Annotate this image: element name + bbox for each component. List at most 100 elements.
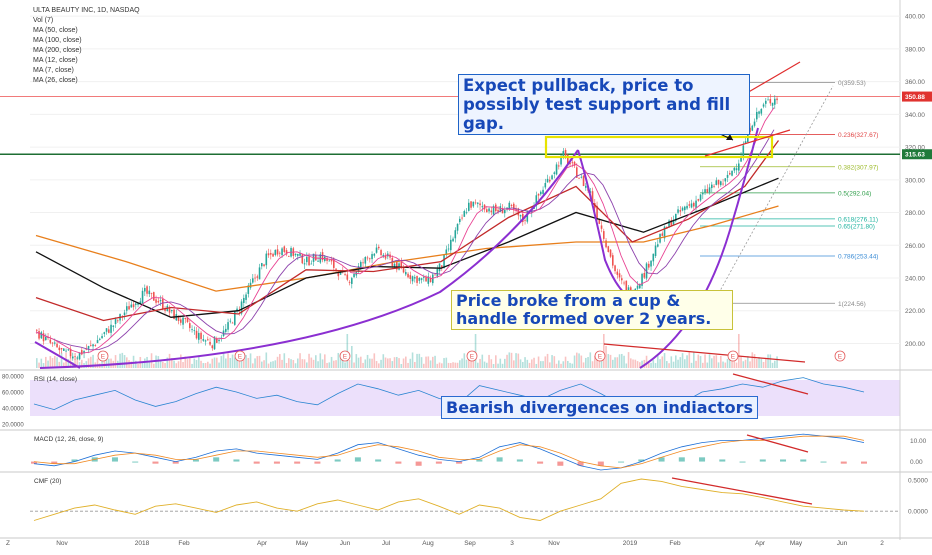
volume-bar bbox=[121, 352, 124, 368]
volume-bar bbox=[317, 361, 319, 368]
volume-bar bbox=[657, 353, 659, 368]
volume-bar bbox=[299, 353, 301, 368]
candle-body bbox=[717, 179, 720, 185]
volume-bar bbox=[119, 353, 121, 368]
macd-histogram-bar bbox=[618, 461, 625, 463]
candle-body bbox=[297, 254, 299, 256]
candle-body bbox=[162, 298, 164, 310]
volume-bar bbox=[515, 353, 517, 368]
legend-ma26[interactable]: MA (26, close) bbox=[33, 77, 78, 84]
candle-body bbox=[270, 253, 272, 255]
volume-bar bbox=[760, 358, 763, 368]
volume-bar bbox=[225, 358, 227, 368]
support-price-label: 315.63 bbox=[905, 152, 925, 159]
volume-bar bbox=[690, 362, 693, 368]
legend-ma50[interactable]: MA (50, close) bbox=[33, 27, 78, 34]
volume-bar bbox=[769, 354, 772, 368]
volume-bar bbox=[596, 354, 598, 368]
volume-bar bbox=[616, 357, 619, 368]
earnings-marker-label: E bbox=[598, 354, 603, 361]
volume-bar bbox=[308, 353, 310, 368]
legend-ma100[interactable]: MA (100, close) bbox=[33, 37, 82, 44]
volume-bar bbox=[711, 358, 713, 368]
candle-body bbox=[706, 189, 709, 193]
candle-body bbox=[405, 272, 407, 275]
candle-body bbox=[720, 181, 722, 186]
legend-ma7[interactable]: MA (7, close) bbox=[33, 67, 74, 74]
volume-bar bbox=[60, 352, 63, 368]
handle-curve bbox=[639, 127, 759, 369]
candle-body bbox=[423, 276, 425, 278]
candle-body bbox=[690, 203, 693, 208]
candle-body bbox=[243, 297, 245, 303]
candle-body bbox=[432, 274, 434, 284]
volume-bar bbox=[337, 352, 340, 368]
candle-body bbox=[274, 249, 277, 255]
fib-level-label: 0.618(276.11) bbox=[838, 216, 878, 223]
volume-bar bbox=[436, 363, 439, 368]
volume-bar bbox=[166, 357, 169, 368]
volume-bar bbox=[108, 358, 110, 368]
candle-body bbox=[535, 195, 538, 207]
volume-bar bbox=[159, 361, 162, 368]
legend-vol[interactable]: Vol (7) bbox=[33, 17, 54, 24]
candle-body bbox=[672, 219, 675, 225]
candle-body bbox=[600, 225, 603, 229]
candle-body bbox=[643, 272, 646, 278]
time-axis-label: Feb bbox=[178, 540, 190, 547]
candle-body bbox=[195, 330, 198, 339]
candle-body bbox=[112, 325, 115, 327]
time-axis-label: Apr bbox=[755, 540, 766, 547]
macd-histogram-bar bbox=[314, 461, 321, 464]
candle-body bbox=[551, 175, 553, 180]
candle-body bbox=[101, 336, 103, 339]
time-axis-label: Sep bbox=[464, 540, 476, 547]
candle-body bbox=[481, 206, 484, 208]
legend-ma200[interactable]: MA (200, close) bbox=[33, 47, 82, 54]
pointer-arrowhead bbox=[726, 134, 733, 140]
volume-bar bbox=[567, 360, 569, 368]
volume-bar bbox=[281, 359, 283, 368]
volume-group bbox=[36, 334, 778, 368]
volume-bar bbox=[335, 360, 337, 368]
candle-body bbox=[681, 207, 684, 211]
candle-body bbox=[576, 167, 578, 178]
legend-ma12[interactable]: MA (12, close) bbox=[33, 57, 78, 64]
candle-body bbox=[571, 162, 574, 164]
candle-body bbox=[94, 345, 97, 346]
moving-average-line bbox=[35, 205, 779, 292]
time-axis-label: 2 bbox=[880, 540, 884, 547]
volume-bar bbox=[364, 359, 367, 368]
candle-body bbox=[56, 343, 58, 348]
candle-body bbox=[605, 240, 607, 248]
candle-body bbox=[265, 253, 268, 266]
volume-bar bbox=[348, 359, 351, 368]
volume-bar bbox=[216, 357, 218, 368]
candle-body bbox=[756, 111, 758, 120]
candle-body bbox=[436, 269, 439, 277]
volume-bar bbox=[207, 361, 209, 368]
price-tick-label: 360.00 bbox=[905, 79, 925, 86]
volume-bar bbox=[209, 363, 211, 368]
candle-body bbox=[173, 309, 175, 320]
volume-bar bbox=[771, 362, 774, 368]
earnings-marker-label: E bbox=[238, 354, 243, 361]
candle-body bbox=[742, 145, 745, 158]
volume-bar bbox=[204, 363, 207, 368]
candle-body bbox=[515, 208, 517, 211]
earnings-marker-label: E bbox=[101, 354, 106, 361]
volume-bar bbox=[218, 362, 220, 368]
candle-body bbox=[483, 204, 486, 210]
macd-histogram-bar bbox=[31, 461, 37, 464]
volume-bar bbox=[54, 355, 56, 368]
volume-bar bbox=[495, 355, 497, 368]
candle-body bbox=[715, 180, 718, 185]
volume-bar bbox=[706, 362, 709, 368]
price-tick-label: 340.00 bbox=[905, 112, 925, 119]
rsi-tick-label: 60.0000 bbox=[2, 391, 24, 397]
volume-bar bbox=[200, 360, 202, 368]
candle-body bbox=[220, 337, 223, 339]
volume-bar bbox=[405, 356, 407, 368]
volume-bar bbox=[603, 334, 605, 368]
candle-body bbox=[72, 356, 74, 359]
